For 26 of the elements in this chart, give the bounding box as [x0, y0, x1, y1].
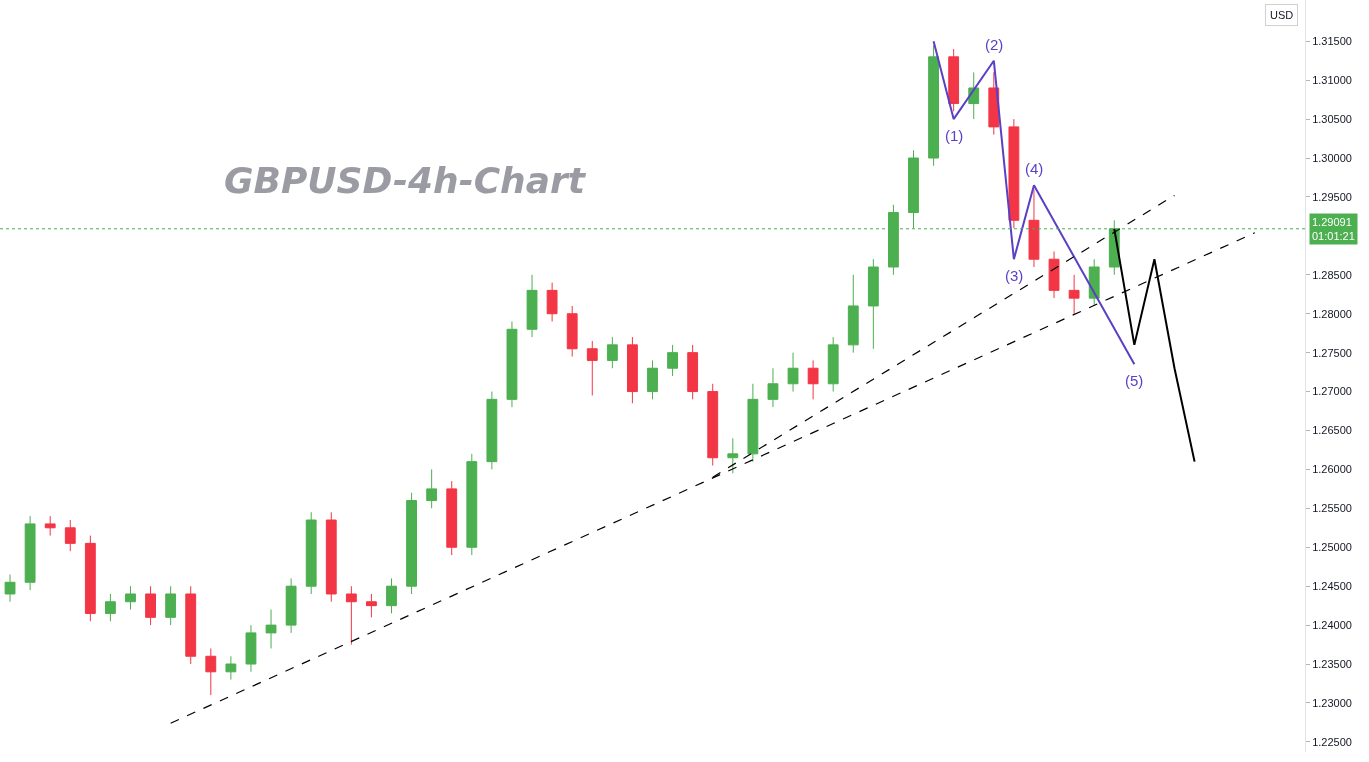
- annotation: USD: [1270, 9, 1294, 21]
- y-tick-label: 1.24000: [1312, 618, 1352, 631]
- text: GBPUSD-4h-Chart: [224, 160, 587, 201]
- y-tick-label: 1.30000: [1312, 151, 1352, 164]
- y-tick-label: 1.24500: [1312, 580, 1352, 593]
- annotation: (2): [985, 36, 1004, 53]
- y-tick-label: 1.23000: [1312, 696, 1352, 709]
- y-tick-label: 1.25000: [1312, 541, 1352, 554]
- y-tick-label: 1.27500: [1312, 346, 1352, 359]
- y-tick-label: 1.26000: [1312, 463, 1352, 476]
- y-tick-label: 1.28500: [1312, 268, 1352, 281]
- annotation: (3): [1005, 267, 1024, 284]
- y-tick-label: 1.28000: [1312, 307, 1352, 320]
- y-tick-label: 1.29500: [1312, 190, 1352, 203]
- y-tick-label: 1.22500: [1312, 735, 1352, 748]
- y-tick-label: 1.26500: [1312, 424, 1352, 437]
- annotation: (1): [945, 127, 964, 144]
- y-tick-label: 1.25500: [1312, 502, 1352, 515]
- y-tick-label: 1.27000: [1312, 385, 1352, 398]
- y-tick-label: 1.30500: [1312, 112, 1352, 125]
- annotation: (5): [1125, 372, 1144, 389]
- annotation: (4): [1025, 160, 1044, 177]
- ref-line-label: 1.29091 01:01:21: [1312, 216, 1355, 243]
- y-tick-label: 1.31000: [1312, 74, 1352, 87]
- y-tick-label: 1.31500: [1312, 35, 1352, 48]
- y-tick-label: 1.23500: [1312, 657, 1352, 670]
